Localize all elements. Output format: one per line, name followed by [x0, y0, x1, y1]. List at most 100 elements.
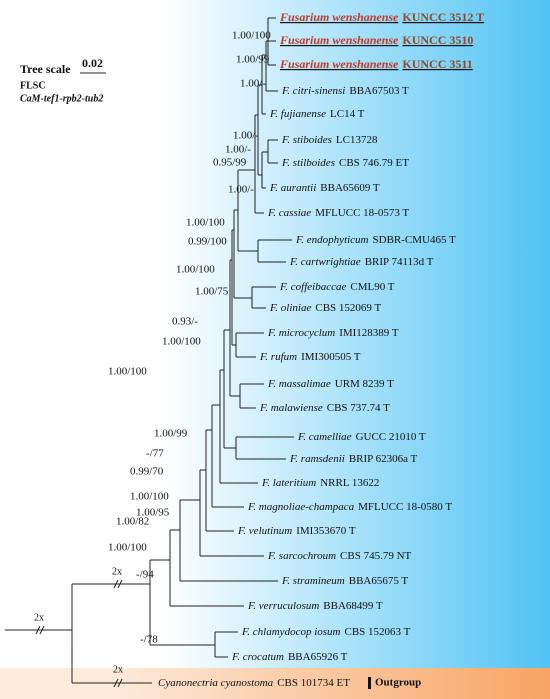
- taxon-name: Fusarium wenshanense: [279, 57, 399, 71]
- support-value: 0.95/99: [213, 157, 247, 169]
- taxon-label: F. camelliae GUCC 21010 T: [297, 431, 426, 443]
- taxon-label: F. fujianense LC14 T: [269, 108, 365, 120]
- taxon-name: F. lateritium: [261, 477, 316, 489]
- dataset: FLSC: [20, 80, 46, 91]
- support-value: 1.00/99: [154, 428, 188, 440]
- taxon-label: F. rufum IMI300505 T: [259, 351, 361, 363]
- taxon-label: F. cassiae MFLUCC 18-0573 T: [267, 207, 409, 219]
- taxon-name: F. fujianense: [269, 108, 326, 120]
- taxon-name: Cyanonectria cyanostoma: [158, 677, 274, 689]
- scale-value: 0.02: [82, 56, 103, 70]
- support-value: 0.99/100: [188, 236, 227, 248]
- taxon-name: F. stilboides: [281, 157, 335, 169]
- strain: BBA68499 T: [323, 600, 383, 612]
- strain: CBS 101734 ET: [277, 677, 350, 689]
- strain: CBS 746.79 ET: [339, 157, 409, 169]
- strain: LC13728: [336, 134, 378, 146]
- taxon-label: Cyanonectria cyanostoma CBS 101734 ET: [158, 677, 350, 689]
- support-value: 1.00/-: [228, 184, 254, 196]
- strain: MFLUCC 18-0580 T: [358, 501, 452, 513]
- taxon-label: F. aurantii BBA65609 T: [269, 182, 380, 194]
- taxon-label: F. cartwrightiae BRIP 74113d T: [289, 256, 434, 268]
- taxon-label: F. magnoliae-champaca MFLUCC 18-0580 T: [247, 501, 452, 513]
- strain: NRRL 13622: [320, 477, 379, 489]
- taxon-label: F. sarcochroum CBS 745.79 NT: [267, 550, 412, 562]
- taxon-name: Fusarium wenshanense: [279, 10, 399, 24]
- taxon-label: Fusarium wenshanense KUNCC 3511: [279, 57, 473, 71]
- taxon-name: F. malawiense: [259, 402, 323, 414]
- taxon-label: F. endophyticum SDBR-CMU465 T: [295, 234, 456, 246]
- strain: SDBR-CMU465 T: [373, 234, 457, 246]
- ingroup-background: [0, 0, 550, 668]
- scale-title: Tree scale: [20, 62, 71, 76]
- support-value: 1.00/82: [116, 516, 149, 528]
- taxon-name: F. oliniae: [269, 302, 311, 314]
- taxon-name: F. rufum: [259, 351, 297, 363]
- taxon-name: F. stiboides: [281, 134, 332, 146]
- taxon-name: F. camelliae: [297, 431, 352, 443]
- strain: BBA65609 T: [320, 182, 380, 194]
- support-value: 0.99/70: [130, 466, 164, 478]
- taxon-label: F. malawiense CBS 737.74 T: [259, 402, 390, 414]
- strain: KUNCC 3510: [402, 33, 473, 47]
- loci: CaM-tef1-rpb2-tub2: [20, 93, 103, 104]
- branch-breaks: [35, 579, 123, 688]
- support-value: 1.00/95: [136, 507, 170, 519]
- strain: GUCC 21010 T: [356, 431, 426, 443]
- support-value: 1.00/-: [240, 78, 266, 90]
- support-value: 1.00/-: [233, 130, 259, 142]
- support-value: 0.93/-: [172, 316, 198, 328]
- support-value: 1.00/100: [108, 542, 147, 554]
- support-value: 1.00/-: [225, 144, 251, 156]
- outgroup-label: Outgroup: [375, 677, 421, 689]
- taxon-name: F. massalimae: [267, 378, 331, 390]
- taxon-label: F. verruculosum BBA68499 T: [247, 600, 383, 612]
- support-value: 1.00/100: [162, 336, 201, 348]
- strain: IMI300505 T: [301, 351, 361, 363]
- taxon-label: F. ramsdenii BRIP 62306a T: [289, 453, 418, 465]
- support-value: 1.00/75: [195, 286, 229, 298]
- taxon-name: F. aurantii: [269, 182, 316, 194]
- taxon-name: F. endophyticum: [295, 234, 369, 246]
- taxon-label: Fusarium wenshanense KUNCC 3512 T: [279, 10, 484, 24]
- taxon-name: F. stramineum: [281, 575, 345, 587]
- strain: IMI353670 T: [296, 525, 356, 537]
- support-value: -/78: [140, 634, 158, 646]
- taxon-label: F. citri-sinensi BBA67503 T: [281, 85, 409, 97]
- strain: URM 8239 T: [335, 378, 394, 390]
- strain: BRIP 74113d T: [365, 256, 434, 268]
- taxon-name: F. sarcochroum: [267, 550, 336, 562]
- taxon-label: F. microcyclum IMI128389 T: [267, 327, 399, 339]
- taxon-name: F. citri-sinensi: [281, 85, 345, 97]
- taxon-name: F. verruculosum: [247, 600, 319, 612]
- taxon-label: F. chlamydocop iosum CBS 152063 T: [241, 626, 411, 638]
- strain: BBA65926 T: [288, 651, 348, 663]
- taxon-name: F. coffeibaccae: [279, 281, 346, 293]
- strain: BBA67503 T: [349, 85, 409, 97]
- taxon-name: F. magnoliae-champaca: [247, 501, 355, 513]
- taxon-label: F. oliniae CBS 152069 T: [269, 302, 381, 314]
- taxon-name: Fusarium wenshanense: [279, 33, 399, 47]
- strain: BBA65675 T: [349, 575, 409, 587]
- taxon-name: F. chlamydocop iosum: [241, 626, 341, 638]
- taxon-name: F. microcyclum: [267, 327, 335, 339]
- taxon-label: F. velutinum IMI353670 T: [237, 525, 356, 537]
- strain: CBS 745.79 NT: [340, 550, 411, 562]
- strain: KUNCC 3511: [402, 57, 472, 71]
- taxon-label: F. stramineum BBA65675 T: [281, 575, 408, 587]
- strain: KUNCC 3512 T: [402, 10, 484, 24]
- outgroup-marker: [368, 677, 371, 689]
- strain: BRIP 62306a T: [349, 453, 418, 465]
- taxon-name: F. ramsdenii: [289, 453, 345, 465]
- support-value: 1.00/99: [236, 54, 270, 66]
- support-value: 1.00/100: [232, 30, 271, 42]
- strain: LC14 T: [330, 108, 365, 120]
- break-label: 2x: [112, 566, 122, 577]
- taxon-label: F. crocatum BBA65926 T: [231, 651, 348, 663]
- support-value: 1.00/100: [186, 217, 225, 229]
- taxon-label: F. stilboides CBS 746.79 ET: [281, 157, 409, 169]
- strain: MFLUCC 18-0573 T: [315, 207, 409, 219]
- taxon-label: F. massalimae URM 8239 T: [267, 378, 394, 390]
- support-value: -/94: [136, 569, 154, 581]
